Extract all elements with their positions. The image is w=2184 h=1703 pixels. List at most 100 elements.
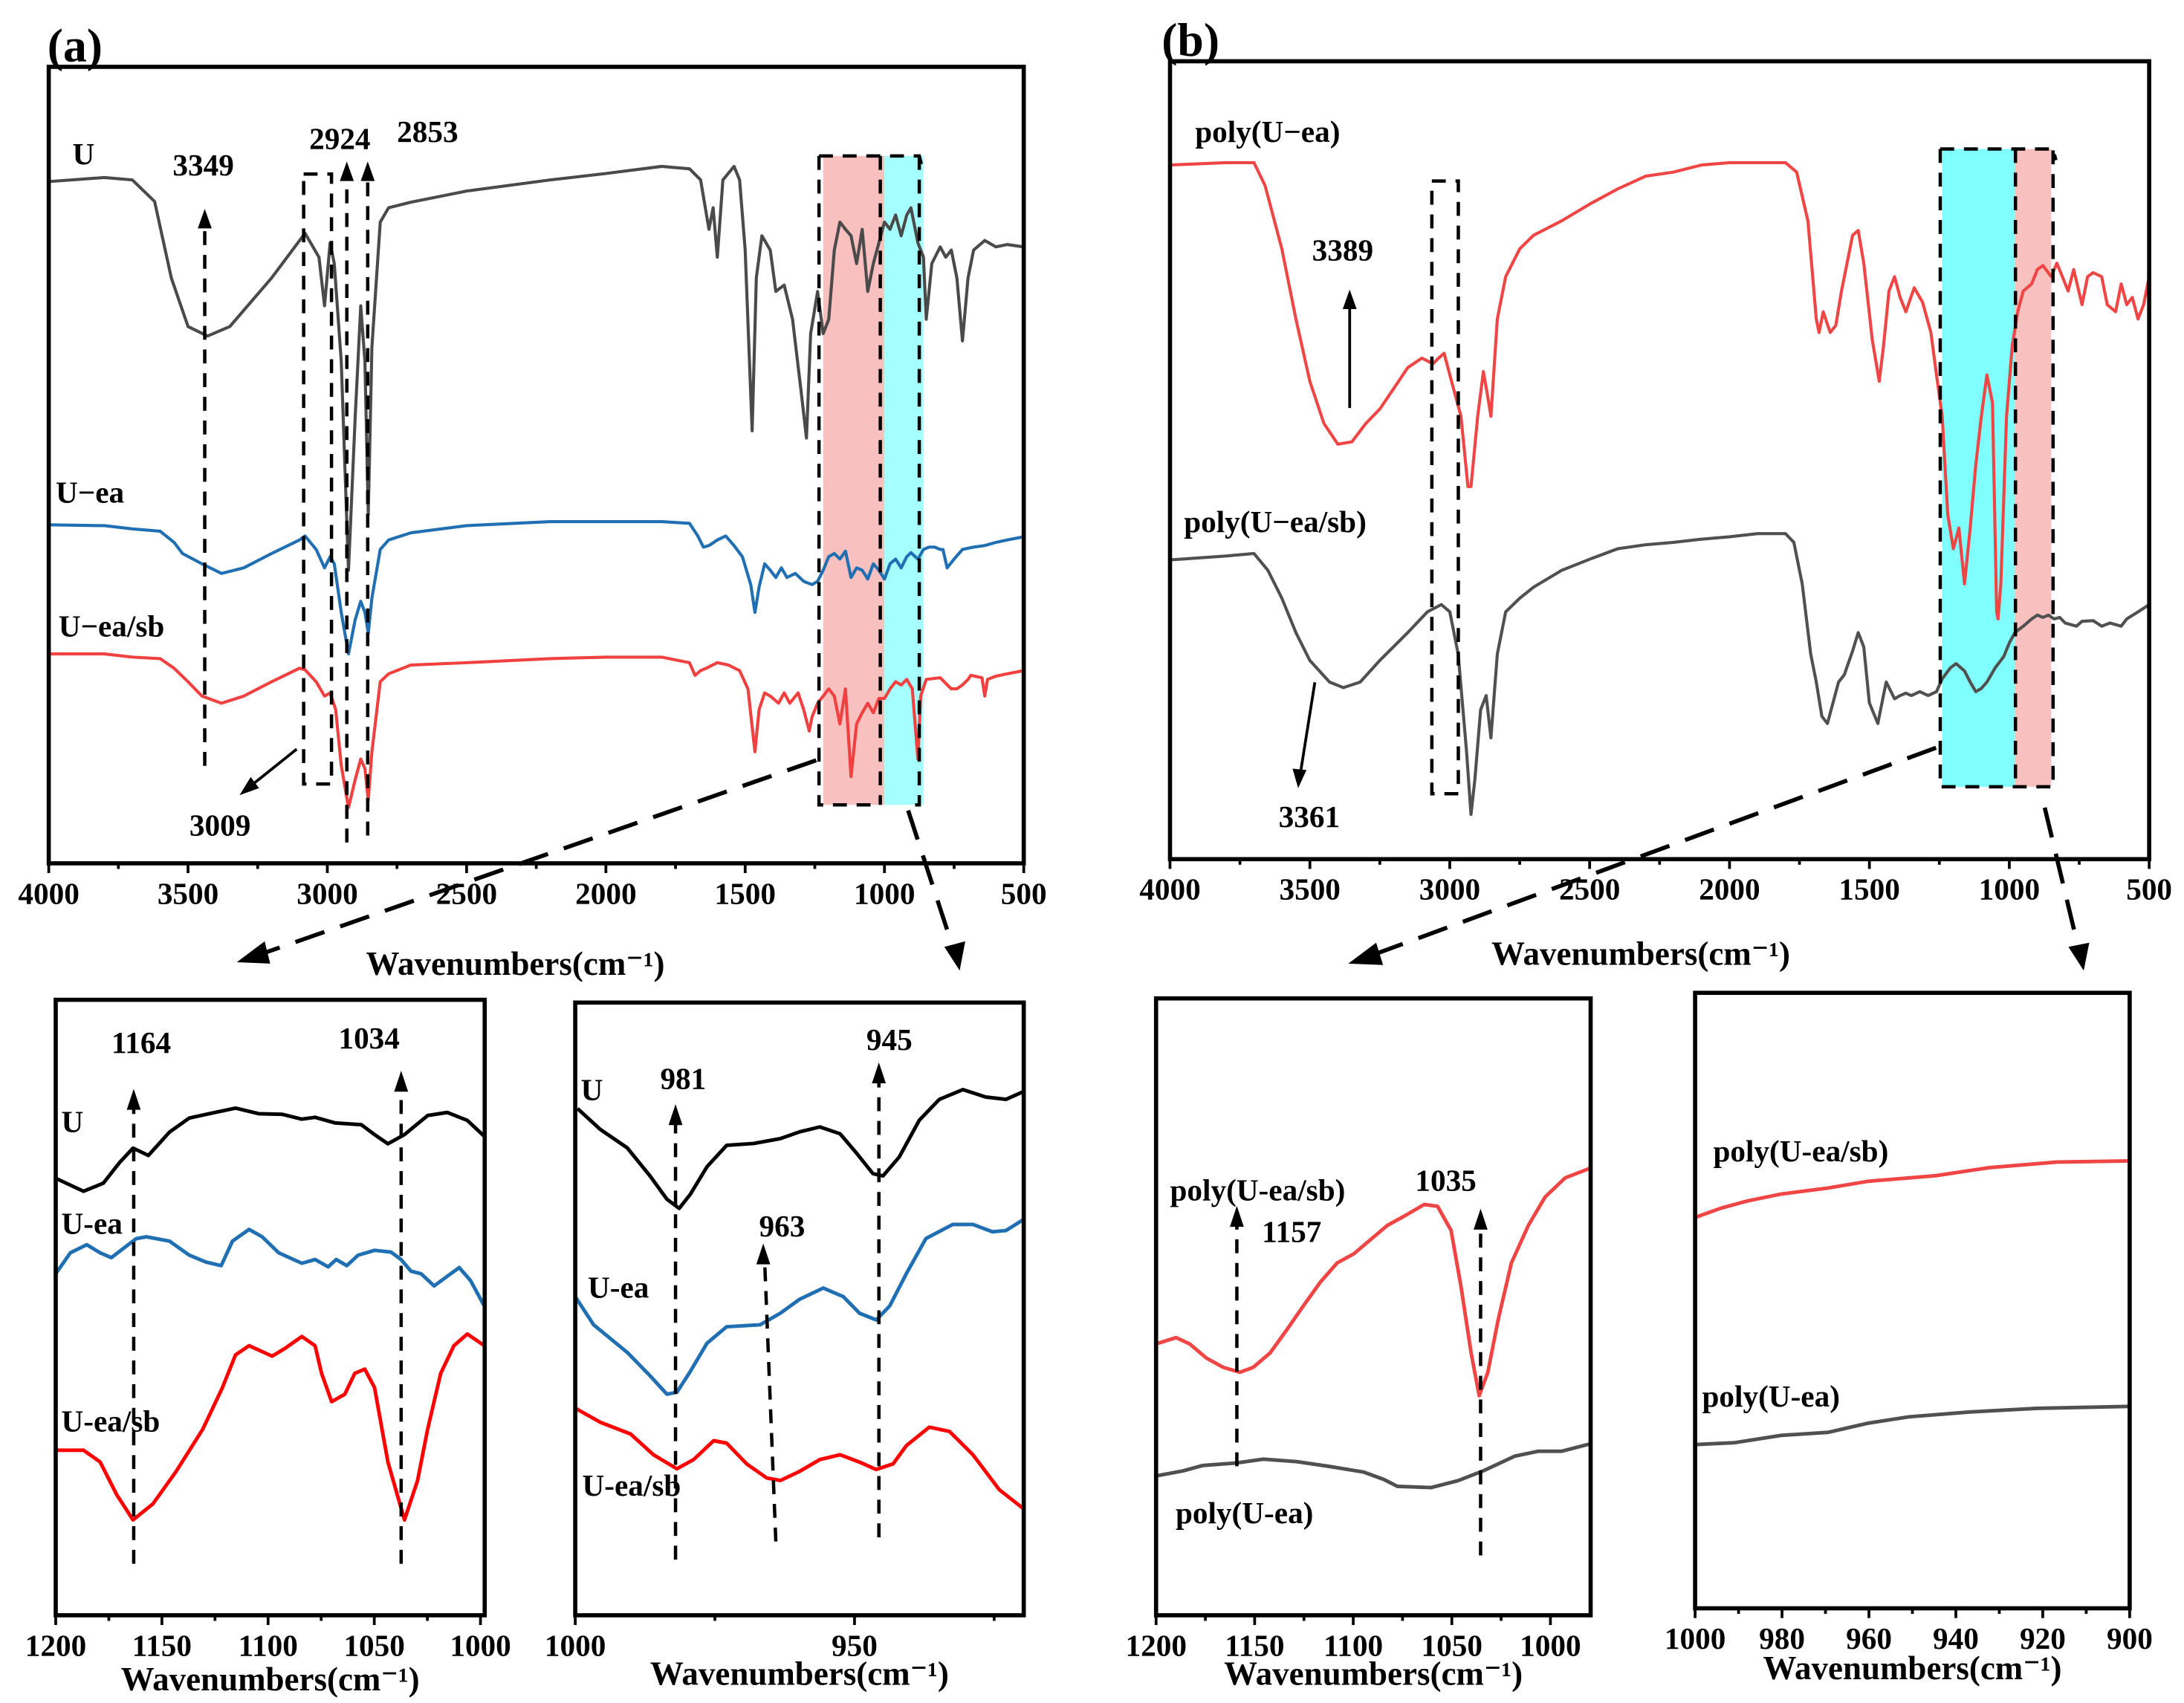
series-label-U-ea-sb: U-ea/sb [582, 1468, 681, 1502]
arrow-up-icon [668, 1104, 683, 1126]
arrow-up-icon [126, 1089, 141, 1110]
peak-label-3349: 3349 [172, 148, 233, 182]
series-label-U-ea-sb: U−ea/sb [59, 609, 165, 643]
x-tick-label: 1500 [715, 876, 776, 910]
peak-3361-arrow [1299, 682, 1317, 771]
x-tick-label: 4000 [18, 876, 79, 910]
x-tick-label: 950 [832, 1628, 878, 1662]
x-tick-label: 500 [2126, 872, 2172, 906]
arrow-icon [239, 776, 259, 796]
peak-3009-pointer [247, 747, 298, 790]
x-axis-label: Wavenumbers(cm⁻¹) [1763, 1650, 2062, 1687]
series-line-b2-0 [1694, 1158, 2130, 1219]
peak-label-2853: 2853 [397, 114, 458, 149]
peak-label-1035: 1035 [1415, 1163, 1476, 1197]
peak-label-2924: 2924 [309, 122, 370, 156]
x-tick-label: 1500 [1838, 872, 1899, 906]
series-label-poly-U-ea-sb: poly(U-ea/sb) [1170, 1172, 1345, 1207]
panel-b: 4000 3500 3000 2500 2000 1500 1000 500 Wavenumbe… [1139, 59, 2172, 973]
peak-label-981: 981 [660, 1062, 706, 1096]
arrow-icon [2068, 942, 2090, 971]
arrow-up-icon [1342, 289, 1357, 310]
panel-a1: 1200 1150 1100 1050 1000 Wavenumbers(cm⁻¹) [25, 997, 511, 1698]
peak-963-marker [762, 1261, 778, 1542]
x-tick-label: 1000 [450, 1628, 511, 1662]
x-axis-label: Wavenumbers(cm⁻¹) [1224, 1655, 1523, 1693]
x-tick-label: 1000 [854, 876, 915, 910]
panel-label-b: (b) [1161, 13, 1219, 66]
series-line-b2-1 [1694, 1404, 2130, 1447]
series-label-poly-U-ea: poly(U-ea) [1176, 1496, 1313, 1531]
series-label-U-ea: U-ea [61, 1206, 122, 1240]
panel-b2-annotations: poly(U-ea/sb) poly(U-ea) [1702, 1134, 1888, 1414]
x-tick-label: 1050 [1422, 1628, 1483, 1662]
x-tick-label: 900 [2107, 1621, 2153, 1655]
x-tick-label: 3000 [1419, 872, 1480, 906]
x-tick-label: 2500 [436, 876, 497, 910]
zoom-guide-right [2042, 807, 2081, 948]
arrow-up-icon [1474, 1208, 1488, 1230]
x-tick-label: 1000 [1979, 872, 2040, 906]
ch-stretch-region-box [1430, 179, 1460, 796]
peak-label-3009: 3009 [189, 808, 250, 842]
plot-frame [1693, 990, 2132, 1611]
series-label-U-ea: U−ea [56, 476, 124, 510]
highlight-box-outline [817, 154, 924, 807]
series-label-U: U [581, 1073, 603, 1107]
peak-label-945: 945 [866, 1022, 913, 1057]
arrow-up-icon [872, 1062, 887, 1084]
x-tick-label: 3500 [158, 876, 218, 910]
highlight-band [1942, 149, 2015, 787]
series-label-U-ea-sb: U-ea/sb [61, 1404, 160, 1438]
series-label-U-ea: U-ea [588, 1271, 649, 1305]
arrow-icon [944, 941, 965, 971]
x-tick-label: 2000 [575, 876, 636, 910]
x-tick-label: 1000 [1520, 1628, 1581, 1662]
panel-a1-annotations: 1164 1034 U U-ea U-ea/sb [61, 1021, 409, 1564]
zoom-guide-left [1371, 745, 1937, 958]
arrow-icon [1348, 942, 1384, 965]
arrow-up-icon [340, 161, 354, 181]
x-tick-label: 1150 [132, 1628, 192, 1662]
series-label-poly-U-ea-sb: poly(U−ea/sb) [1184, 505, 1367, 539]
x-tick-label: 500 [1001, 876, 1047, 910]
plot-frame [573, 1000, 1026, 1618]
peak-label-1164: 1164 [111, 1025, 171, 1060]
series-line-a2-2 [574, 1407, 1024, 1510]
panel-a2-annotations: 981 963 945 U U-ea U-ea/sb [581, 1022, 913, 1560]
series-line-b1-0 [1155, 1166, 1592, 1398]
panel-label-a: (a) [48, 19, 103, 71]
series-line-a-0 [48, 164, 1024, 572]
peak-label-3389: 3389 [1312, 233, 1373, 267]
x-tick-label: 1000 [1665, 1621, 1726, 1655]
highlight-box-outline [1938, 147, 2058, 789]
x-tick-label: 1050 [343, 1628, 404, 1662]
arrow-icon [236, 941, 270, 964]
series-label-poly-U-ea: poly(U-ea) [1702, 1379, 1839, 1414]
zoom-guide-left [256, 758, 817, 958]
arrow-up-icon [756, 1243, 771, 1265]
x-tick-label: 1100 [239, 1628, 298, 1662]
x-axis-label: Wavenumbers(cm⁻¹) [1491, 935, 1790, 973]
x-tick-label: 1000 [545, 1628, 606, 1662]
x-tick-label: 1200 [25, 1628, 86, 1662]
x-tick-label: 3000 [297, 876, 357, 910]
x-axis-label: Wavenumbers(cm⁻¹) [366, 945, 665, 982]
x-tick-label: 1150 [1225, 1628, 1284, 1662]
x-tick-label: 960 [1846, 1621, 1892, 1655]
panel-b2: 1000 980 960 940 920 900 Wavenumbers(cm⁻¹) [1665, 990, 2153, 1687]
zoom-guide-right [906, 809, 955, 948]
plot-frame [1153, 996, 1593, 1618]
arrow-up-icon [360, 161, 375, 181]
x-tick-label: 4000 [1139, 872, 1200, 906]
series-line-a1-2 [55, 1331, 486, 1522]
x-tick-label: 3500 [1279, 872, 1340, 906]
x-tick-label: 940 [1933, 1621, 1979, 1655]
series-line-b-0 [1170, 160, 2151, 621]
x-axis-label: Wavenumbers(cm⁻¹) [121, 1661, 420, 1698]
x-tick-label: 920 [2020, 1621, 2066, 1655]
series-line-a1-0 [54, 1106, 486, 1193]
